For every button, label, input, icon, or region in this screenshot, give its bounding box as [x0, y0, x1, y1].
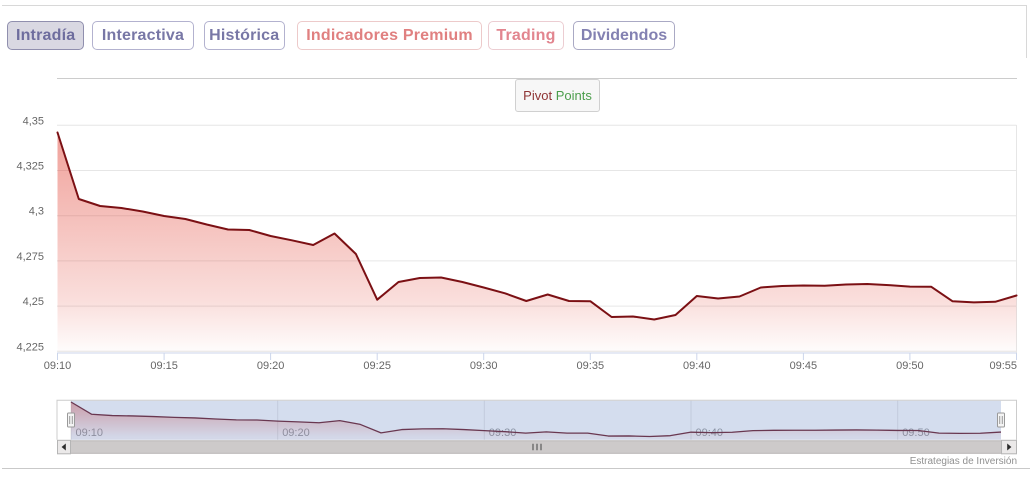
svg-text:4,3: 4,3 [29, 206, 44, 218]
svg-text:09:20: 09:20 [257, 360, 285, 372]
svg-text:09:15: 09:15 [150, 360, 178, 372]
svg-text:09:10: 09:10 [44, 360, 72, 372]
svg-text:09:55: 09:55 [989, 360, 1017, 372]
svg-text:09:35: 09:35 [577, 360, 605, 372]
svg-text:09:50: 09:50 [896, 360, 924, 372]
svg-text:4,25: 4,25 [23, 296, 44, 308]
svg-text:09:40: 09:40 [683, 360, 711, 372]
svg-text:4,275: 4,275 [16, 251, 44, 263]
svg-text:09:45: 09:45 [790, 360, 818, 372]
svg-text:4,35: 4,35 [23, 115, 44, 127]
svg-text:4,325: 4,325 [16, 161, 44, 173]
svg-text:09:25: 09:25 [363, 360, 391, 372]
svg-text:09:30: 09:30 [470, 360, 498, 372]
svg-text:4,225: 4,225 [16, 341, 44, 353]
